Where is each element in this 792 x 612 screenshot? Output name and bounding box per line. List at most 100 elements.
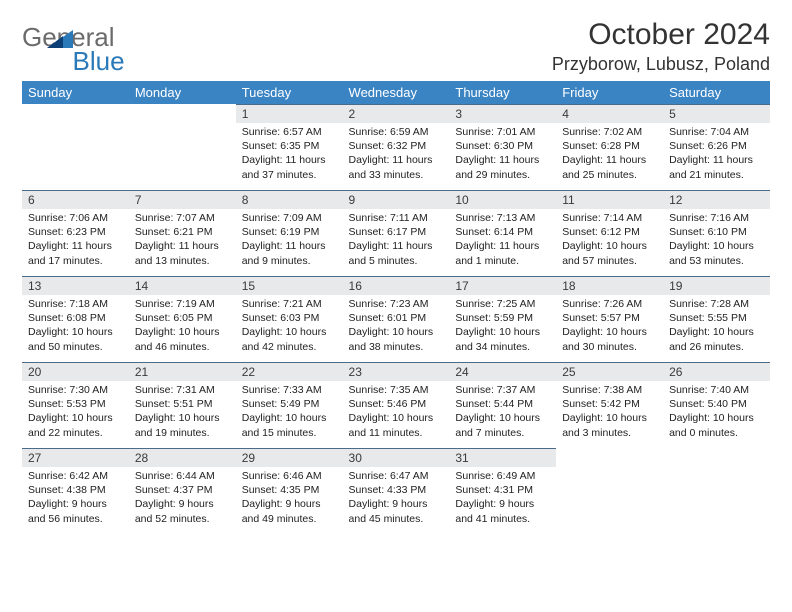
daylight-text: Daylight: 11 hours and 5 minutes. (349, 239, 444, 267)
sunrise-text: Sunrise: 7:19 AM (135, 297, 230, 311)
calendar-cell: 18Sunrise: 7:26 AMSunset: 5:57 PMDayligh… (556, 276, 663, 362)
day-number: 14 (129, 276, 236, 295)
sunrise-text: Sunrise: 6:49 AM (455, 469, 550, 483)
sunset-text: Sunset: 5:44 PM (455, 397, 550, 411)
sunset-text: Sunset: 6:08 PM (28, 311, 123, 325)
day-number: 9 (343, 190, 450, 209)
day-number: 29 (236, 448, 343, 467)
calendar-cell (129, 104, 236, 190)
sunset-text: Sunset: 4:38 PM (28, 483, 123, 497)
day-number: 6 (22, 190, 129, 209)
calendar-cell: 2Sunrise: 6:59 AMSunset: 6:32 PMDaylight… (343, 104, 450, 190)
day-number: 4 (556, 104, 663, 123)
calendar-cell: 23Sunrise: 7:35 AMSunset: 5:46 PMDayligh… (343, 362, 450, 448)
calendar-table: SundayMondayTuesdayWednesdayThursdayFrid… (22, 81, 770, 534)
day-number: 22 (236, 362, 343, 381)
sunrise-text: Sunrise: 7:01 AM (455, 125, 550, 139)
daylight-text: Daylight: 10 hours and 53 minutes. (669, 239, 764, 267)
day-body: Sunrise: 7:06 AMSunset: 6:23 PMDaylight:… (22, 209, 129, 272)
day-number: 25 (556, 362, 663, 381)
sunrise-text: Sunrise: 7:35 AM (349, 383, 444, 397)
day-number: 26 (663, 362, 770, 381)
calendar-page: General Blue October 2024 Przyborow, Lub… (0, 0, 792, 552)
day-number: 7 (129, 190, 236, 209)
daylight-text: Daylight: 11 hours and 21 minutes. (669, 153, 764, 181)
day-number: 31 (449, 448, 556, 467)
daylight-text: Daylight: 10 hours and 7 minutes. (455, 411, 550, 439)
day-body: Sunrise: 7:33 AMSunset: 5:49 PMDaylight:… (236, 381, 343, 444)
calendar-cell: 19 Sunrise: 7:28 AMSunset: 5:55 PMDayligh… (663, 276, 770, 362)
calendar-body: 1Sunrise: 6:57 AMSunset: 6:35 PMDaylight… (22, 104, 770, 534)
calendar-cell: 12Sunrise: 7:16 AMSunset: 6:10 PMDayligh… (663, 190, 770, 276)
day-body: Sunrise: 6:59 AMSunset: 6:32 PMDaylight:… (343, 123, 450, 186)
daylight-text: Daylight: 11 hours and 29 minutes. (455, 153, 550, 181)
sunset-text: Sunset: 5:40 PM (669, 397, 764, 411)
sunset-text: Sunset: 6:12 PM (562, 225, 657, 239)
daylight-text: Daylight: 10 hours and 19 minutes. (135, 411, 230, 439)
sunset-text: Sunset: 5:59 PM (455, 311, 550, 325)
sunset-text: Sunset: 6:01 PM (349, 311, 444, 325)
daylight-text: Daylight: 10 hours and 11 minutes. (349, 411, 444, 439)
calendar-cell: 22Sunrise: 7:33 AMSunset: 5:49 PMDayligh… (236, 362, 343, 448)
day-body: Sunrise: 7:18 AMSunset: 6:08 PMDaylight:… (22, 295, 129, 358)
day-body: Sunrise: 7:16 AMSunset: 6:10 PMDaylight:… (663, 209, 770, 272)
calendar-header: SundayMondayTuesdayWednesdayThursdayFrid… (22, 81, 770, 104)
sunrise-text: Sunrise: 7:14 AM (562, 211, 657, 225)
sunrise-text: Sunrise: 6:46 AM (242, 469, 337, 483)
daylight-text: Daylight: 9 hours and 49 minutes. (242, 497, 337, 525)
header-row: General Blue October 2024 Przyborow, Lub… (22, 18, 770, 75)
daylight-text: Daylight: 10 hours and 26 minutes. (669, 325, 764, 353)
daylight-text: Daylight: 11 hours and 1 minute. (455, 239, 550, 267)
sunset-text: Sunset: 6:26 PM (669, 139, 764, 153)
daylight-text: Daylight: 10 hours and 30 minutes. (562, 325, 657, 353)
sunset-text: Sunset: 5:55 PM (669, 311, 764, 325)
daylight-text: Daylight: 9 hours and 41 minutes. (455, 497, 550, 525)
sunset-text: Sunset: 4:37 PM (135, 483, 230, 497)
sunset-text: Sunset: 5:49 PM (242, 397, 337, 411)
sunrise-text: Sunrise: 7:13 AM (455, 211, 550, 225)
calendar-week-row: 6Sunrise: 7:06 AMSunset: 6:23 PMDaylight… (22, 190, 770, 276)
day-number: 19 (663, 276, 770, 295)
day-number: 17 (449, 276, 556, 295)
calendar-cell: 9Sunrise: 7:11 AMSunset: 6:17 PMDaylight… (343, 190, 450, 276)
sunrise-text: Sunrise: 6:59 AM (349, 125, 444, 139)
day-number: 30 (343, 448, 450, 467)
daylight-text: Daylight: 10 hours and 38 minutes. (349, 325, 444, 353)
sunrise-text: Sunrise: 6:47 AM (349, 469, 444, 483)
calendar-cell: 14Sunrise: 7:19 AMSunset: 6:05 PMDayligh… (129, 276, 236, 362)
column-header: Friday (556, 81, 663, 104)
sunrise-text: Sunrise: 7:28 AM (669, 297, 764, 311)
daylight-text: Daylight: 11 hours and 13 minutes. (135, 239, 230, 267)
calendar-cell: 26Sunrise: 7:40 AMSunset: 5:40 PMDayligh… (663, 362, 770, 448)
day-body: Sunrise: 7:04 AMSunset: 6:26 PMDaylight:… (663, 123, 770, 186)
day-number: 15 (236, 276, 343, 295)
sunrise-text: Sunrise: 7:11 AM (349, 211, 444, 225)
column-header: Tuesday (236, 81, 343, 104)
sunrise-text: Sunrise: 7:09 AM (242, 211, 337, 225)
day-number: 20 (22, 362, 129, 381)
column-header: Wednesday (343, 81, 450, 104)
calendar-cell: 16Sunrise: 7:23 AMSunset: 6:01 PMDayligh… (343, 276, 450, 362)
calendar-cell: 13Sunrise: 7:18 AMSunset: 6:08 PMDayligh… (22, 276, 129, 362)
sunset-text: Sunset: 5:57 PM (562, 311, 657, 325)
daylight-text: Daylight: 11 hours and 17 minutes. (28, 239, 123, 267)
column-header: Monday (129, 81, 236, 104)
day-number: 2 (343, 104, 450, 123)
sunset-text: Sunset: 6:14 PM (455, 225, 550, 239)
day-number: 5 (663, 104, 770, 123)
day-number: 12 (663, 190, 770, 209)
sunrise-text: Sunrise: 7:04 AM (669, 125, 764, 139)
day-body: Sunrise: 7:35 AMSunset: 5:46 PMDaylight:… (343, 381, 450, 444)
sunset-text: Sunset: 6:03 PM (242, 311, 337, 325)
sunrise-text: Sunrise: 7:31 AM (135, 383, 230, 397)
sunset-text: Sunset: 6:10 PM (669, 225, 764, 239)
day-body: Sunrise: 6:44 AMSunset: 4:37 PMDaylight:… (129, 467, 236, 530)
sunrise-text: Sunrise: 7:38 AM (562, 383, 657, 397)
calendar-cell: 10Sunrise: 7:13 AMSunset: 6:14 PMDayligh… (449, 190, 556, 276)
daylight-text: Daylight: 10 hours and 0 minutes. (669, 411, 764, 439)
calendar-cell: 6Sunrise: 7:06 AMSunset: 6:23 PMDaylight… (22, 190, 129, 276)
calendar-cell: 28Sunrise: 6:44 AMSunset: 4:37 PMDayligh… (129, 448, 236, 534)
sunset-text: Sunset: 4:31 PM (455, 483, 550, 497)
sunrise-text: Sunrise: 6:44 AM (135, 469, 230, 483)
sunset-text: Sunset: 6:28 PM (562, 139, 657, 153)
